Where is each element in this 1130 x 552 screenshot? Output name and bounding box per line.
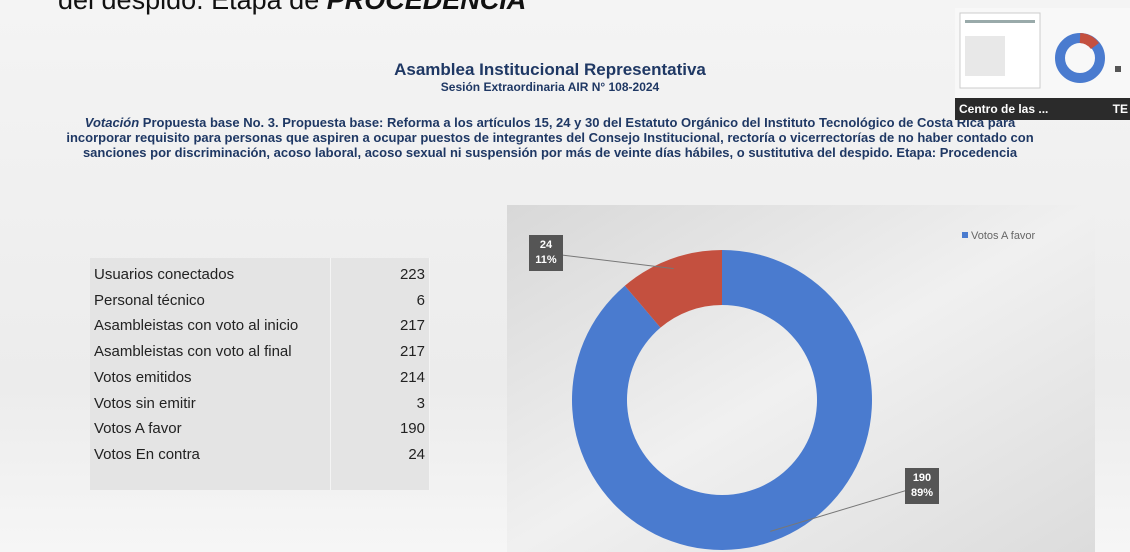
row-value: 6 <box>330 283 430 310</box>
caption: del despido. Etapa de PROCEDENCIA <box>58 0 526 16</box>
video-thumbnail[interactable]: Centro de las ... TE <box>955 8 1130 120</box>
row-value: 217 <box>330 335 430 361</box>
slide-subtitle: Sesión Extraordinaria AIR N° 108-2024 <box>440 80 660 94</box>
thumbnail-side: TE <box>1112 102 1128 116</box>
table-spacer <box>90 464 430 490</box>
data-label-percent: 11% <box>535 254 557 266</box>
data-label-box <box>905 468 939 504</box>
row-value: 190 <box>330 412 430 439</box>
data-label-value: 190 <box>913 472 931 484</box>
donut-slice <box>572 250 872 550</box>
thumbnail-label: Centro de las ... <box>955 98 1130 120</box>
row-label: Personal técnico <box>90 283 331 310</box>
leader-line <box>770 485 922 532</box>
caption-text: del despido. Etapa de <box>58 0 327 15</box>
slide-title: Asamblea Institucional Representativa <box>394 60 706 79</box>
legend-swatch <box>962 232 968 238</box>
row-value: 214 <box>330 361 430 387</box>
data-label-percent: 89% <box>911 487 933 499</box>
donut-slice <box>624 250 722 328</box>
row-label: Votos A favor <box>90 412 331 439</box>
table-row: Votos sin emitir 3 <box>90 386 430 413</box>
legend-label: Votos A favor <box>971 230 1036 242</box>
row-label: Asambleistas con voto al inicio <box>90 309 331 336</box>
thumbnail-image <box>959 12 1121 89</box>
table-row: Votos En contra 24 <box>90 438 430 464</box>
results-table: Usuarios conectados 223 Personal técnico 6 A… <box>90 258 430 490</box>
row-label: Votos En contra <box>90 438 331 464</box>
row-value: 223 <box>330 258 430 284</box>
table-row: Usuarios conectados 223 <box>90 258 430 284</box>
data-label-box <box>529 235 563 271</box>
row-label: Votos sin emitir <box>90 386 331 413</box>
leader-line <box>544 252 674 270</box>
row-value: 3 <box>330 386 430 413</box>
table-row: Asambleistas con voto al inicio 217 <box>90 309 430 336</box>
table-row: Votos A favor 190 <box>90 412 430 439</box>
slide-description: Votación Propuesta base No. 3. Propuesta… <box>55 115 1045 160</box>
table-row: Votos emitidos 214 <box>90 361 430 387</box>
table-row: Personal técnico 6 <box>90 283 430 310</box>
row-value: 24 <box>330 438 430 464</box>
data-label-value: 24 <box>540 239 553 251</box>
row-label: Votos emitidos <box>90 361 331 387</box>
chart: 190 89% 24 11% Votos A favor <box>507 205 1095 552</box>
row-label: Usuarios conectados <box>90 258 331 284</box>
table-row: Asambleistas con voto al final 217 <box>90 335 430 361</box>
description-lead: Votación <box>84 115 140 130</box>
row-label: Asambleistas con voto al final <box>90 335 331 361</box>
description-text: Propuesta base No. 3. Propuesta base: Re… <box>66 115 1034 160</box>
row-value: 217 <box>330 309 430 336</box>
caption-emphasis: PROCEDENCIA <box>326 0 527 15</box>
